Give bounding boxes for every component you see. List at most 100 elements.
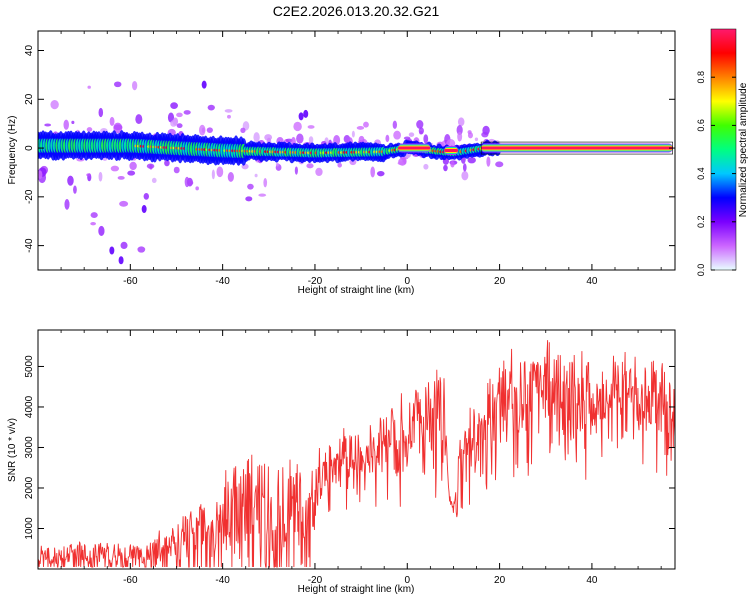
spectrogram-cell — [224, 109, 233, 113]
colorbar-gradient — [710, 28, 737, 271]
spectrogram-cell — [64, 199, 70, 210]
spectrogram-cell — [109, 246, 115, 255]
spectrogram-cell — [227, 172, 234, 182]
colorbar-label: Normalized spectral amplitude — [738, 82, 749, 217]
spectrogram-cell — [63, 119, 69, 130]
spectrogram-cell — [38, 170, 43, 179]
spectrogram-cell — [337, 162, 342, 168]
spectrogram-cell — [363, 121, 369, 128]
spectrogram-cell — [418, 127, 424, 135]
snr-ytick-label: 5000 — [24, 355, 35, 378]
spectrogram-cell — [423, 163, 429, 170]
spectrogram-cell — [254, 173, 258, 178]
spectrogram-cell — [67, 175, 74, 186]
spectrogram-cell — [137, 246, 146, 253]
spectrogram-ytick-label: -40 — [24, 238, 35, 253]
spectrogram-cell — [461, 171, 469, 181]
spectrogram-cell — [173, 166, 180, 174]
spectrogram-cell — [351, 130, 355, 138]
spectrogram-cell — [132, 80, 138, 91]
spectrogram-cell — [86, 173, 91, 177]
spectrogram-cell — [303, 109, 309, 118]
spectrogram-cell — [170, 120, 177, 127]
spectrogram-cell — [129, 161, 137, 171]
spectrogram-cell — [307, 125, 315, 129]
spectrogram-cell — [385, 134, 390, 143]
snr-frame — [37, 329, 676, 570]
colorbar-tick-label: 0.0 — [696, 264, 706, 277]
spectrogram-cell — [211, 169, 215, 180]
spectrogram-cell — [151, 177, 157, 184]
spectrogram-cell — [467, 156, 476, 164]
spectrogram-cell — [109, 116, 115, 126]
snr-ytick-label: 1000 — [24, 517, 35, 540]
snr-xtick-label: 40 — [586, 575, 598, 586]
spectrogram-cell — [50, 99, 59, 110]
spectrogram-cell — [486, 156, 491, 167]
spectrogram-cell — [176, 123, 183, 129]
spectrogram-cell — [397, 161, 405, 165]
snr-ytick-label: 2000 — [24, 476, 35, 499]
spectrogram-cell — [263, 177, 268, 188]
spectrogram-cell — [240, 127, 246, 134]
spectrogram-band — [481, 146, 673, 150]
spectrogram-cell — [98, 171, 103, 182]
spectrogram-cell — [135, 114, 143, 125]
snr-xlabel: Height of straight line (km) — [298, 584, 415, 595]
spectrogram-cell — [467, 130, 472, 135]
spectrogram-heatmap — [38, 31, 675, 270]
spectrogram-cell — [86, 127, 93, 132]
spectrogram-cell — [247, 183, 254, 190]
spectrogram-ylabel: Frequency (Hz) — [7, 116, 18, 185]
spectrogram-cell — [44, 123, 52, 127]
spectrogram-cell — [462, 163, 467, 172]
spectrogram-cell — [308, 136, 314, 144]
spectrogram-cell — [216, 166, 224, 178]
spectrogram-cell — [457, 131, 463, 142]
spectrogram-xlabel: Height of straight line (km) — [298, 285, 415, 296]
snr-xtick-label: -40 — [215, 575, 230, 586]
spectrogram-cell — [457, 117, 465, 127]
spectrogram-cell — [167, 112, 175, 123]
spectrogram-band — [444, 149, 459, 152]
spectrogram-cell — [170, 102, 178, 109]
spectrogram-cell — [118, 256, 124, 265]
spectrogram-cell — [90, 221, 96, 226]
spectrogram-cell — [98, 225, 105, 237]
spectrogram-band — [398, 146, 431, 150]
spectrogram-cell — [110, 165, 120, 172]
colorbar-tick-label: 0.6 — [696, 119, 706, 132]
spectrogram-cell — [403, 136, 411, 140]
spectrogram-cell — [474, 137, 479, 142]
snr-ylabel: SNR (10 * v/v) — [7, 418, 18, 482]
colorbar-ticks: 0.0 0.2 0.4 0.6 0.8 — [696, 71, 736, 276]
spectrogram-cell — [176, 112, 183, 118]
snr-ticks: -60 -40 -20 0 20 40 1000 2000 3000 4000 5000 — [24, 330, 675, 586]
spectrogram-cell — [146, 163, 155, 169]
spectrogram-xtick-label: 20 — [494, 276, 506, 287]
spectrogram-cell — [258, 193, 267, 197]
spectrogram-cell — [206, 127, 213, 133]
spectrogram-cell — [315, 167, 323, 177]
spectrogram-cell — [296, 133, 304, 144]
spectrogram-cell — [195, 186, 199, 191]
spectrogram-cell — [201, 80, 207, 89]
spectrogram-cell — [285, 138, 293, 143]
spectrogram-frame — [37, 30, 676, 271]
spectrogram-ytick-label: 40 — [24, 45, 35, 57]
spectrogram-cell — [416, 120, 424, 129]
spectrogram-cell — [117, 175, 125, 180]
spectrogram-ytick-label: -20 — [24, 189, 35, 204]
spectrogram-cell — [253, 132, 260, 143]
spectrogram-cell — [294, 166, 298, 175]
spectrogram-cell — [408, 132, 415, 137]
spectrogram-cell — [481, 131, 489, 138]
snr-line-layer — [38, 340, 675, 568]
spectrogram-cell — [245, 196, 253, 202]
spectrogram-xtick-label: -20 — [308, 276, 323, 287]
spectrogram-cell — [423, 134, 429, 144]
spectrogram-cell — [356, 126, 365, 130]
snr-ytick-label: 3000 — [24, 436, 35, 459]
snr-xtick-label: -60 — [123, 575, 138, 586]
colorbar-tick-label: 0.8 — [696, 71, 706, 84]
